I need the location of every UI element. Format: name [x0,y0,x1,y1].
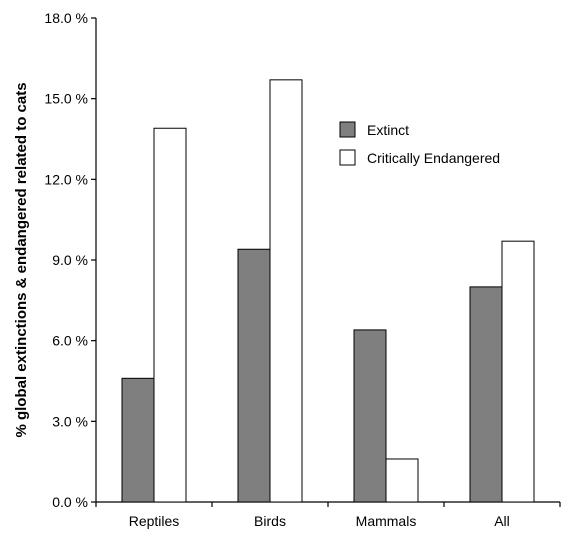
legend-swatch [339,121,356,138]
y-tick-label: 0.0 % [52,494,88,510]
y-axis-label: % global extinctions & endangered relate… [13,82,30,437]
plot-area: 0.0 % 3.0 % 6.0 % 9.0 % 12.0 % 15.0 % 18.0 % Re… [44,10,561,529]
y-tick-label: 3.0 % [52,413,88,429]
legend-entry-label: Extinct [367,122,409,138]
y-tick-label: 18.0 % [44,10,88,26]
x-category-label: Birds [254,513,286,529]
x-category-label: All [494,513,510,529]
legend: Extinct Critically Endangered [339,121,500,166]
y-tick-label: 6.0 % [52,333,88,349]
bar-extinct-birds [237,248,271,503]
legend-entry-label: Critically Endangered [367,150,500,166]
bar-extinct-all [469,286,503,503]
bar-critically-endangered-mammals [385,458,419,503]
legend-swatch [339,149,356,166]
bar-critically-endangered-all [501,240,535,503]
bar-extinct-reptiles [121,377,155,503]
bar-critically-endangered-reptiles [153,127,187,503]
bar-extinct-mammals [353,329,387,503]
y-tick-label: 12.0 % [44,171,88,187]
x-category-label: Reptiles [129,513,180,529]
y-tick-label: 15.0 % [44,91,88,107]
y-tick-label: 9.0 % [52,252,88,268]
x-category-label: Mammals [356,513,417,529]
bar-critically-endangered-birds [269,79,303,503]
